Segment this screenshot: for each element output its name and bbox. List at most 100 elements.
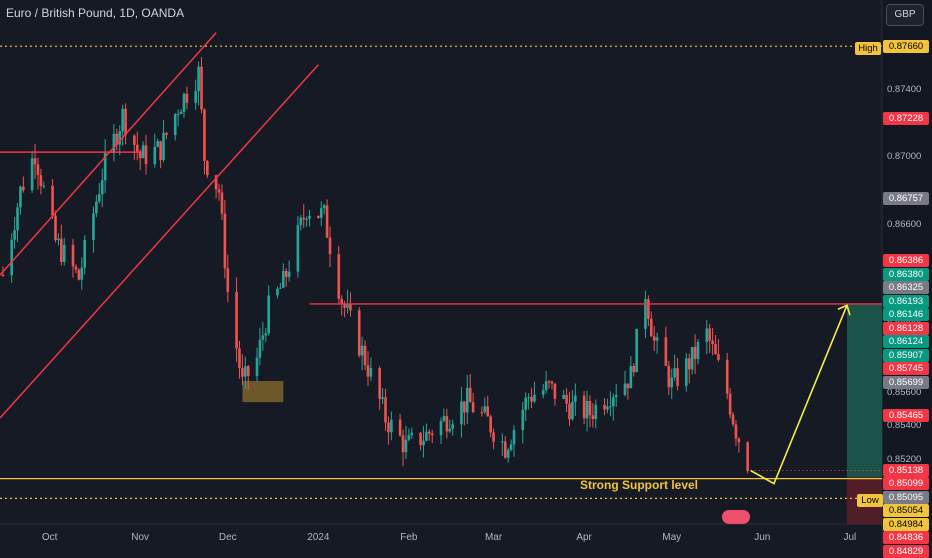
candle-body	[162, 132, 165, 161]
candle-body	[652, 336, 656, 341]
candle-body	[687, 358, 691, 370]
candle-body	[366, 365, 370, 377]
candle-body	[302, 217, 306, 220]
candle-body	[77, 269, 81, 280]
candle-body	[115, 133, 119, 145]
candle-body	[553, 383, 557, 399]
candle-body	[673, 368, 676, 378]
candle-body	[226, 268, 230, 292]
candle-body	[521, 409, 525, 431]
price-label: 0.85138	[883, 463, 929, 477]
candle-body	[746, 442, 749, 472]
high-tag: High	[855, 42, 881, 55]
candle-body	[465, 387, 469, 413]
candle-body	[74, 266, 78, 270]
candle-body	[235, 291, 238, 349]
candle-body	[664, 337, 668, 366]
candle-body	[644, 299, 647, 329]
trendline	[0, 32, 217, 276]
candle-body	[276, 288, 279, 296]
price-tick: 0.85400	[887, 420, 922, 432]
time-tick: Jun	[754, 532, 771, 543]
candle-body	[483, 406, 487, 413]
candle-body	[241, 368, 244, 377]
candle-body	[445, 416, 449, 432]
candle-body	[614, 394, 618, 398]
candle-body	[97, 194, 101, 202]
candle-body	[419, 432, 422, 446]
candle-body	[533, 394, 536, 402]
candle-body	[156, 141, 160, 147]
candle-body	[606, 406, 609, 410]
candle-body	[340, 298, 344, 305]
candle-body	[685, 358, 688, 386]
candle-body	[261, 335, 265, 340]
candle-body	[144, 145, 148, 165]
candle-body	[138, 151, 142, 159]
candle-body	[708, 328, 711, 341]
candle-body	[626, 383, 630, 389]
candle-body	[670, 377, 674, 388]
price-label: 0.86757	[883, 191, 929, 205]
candle-body	[36, 164, 40, 176]
candle-body	[95, 201, 98, 214]
candle-body	[100, 180, 104, 195]
price-label: 0.85054	[883, 504, 929, 518]
candle-body	[42, 185, 46, 187]
candle-body	[284, 271, 288, 277]
time-tick: Jul	[843, 532, 857, 543]
candle-body	[264, 333, 268, 336]
candle-body	[299, 217, 303, 226]
candle-body	[725, 359, 729, 394]
candle-body	[296, 225, 300, 272]
candle-body	[568, 403, 571, 420]
candle-body	[57, 238, 60, 241]
candle-body	[179, 111, 183, 115]
candle-body	[591, 415, 595, 419]
currency-button[interactable]: GBP	[886, 4, 924, 26]
candle-body	[714, 343, 717, 355]
candle-body	[676, 368, 679, 386]
time-tick: Mar	[484, 532, 503, 543]
candle-body	[328, 237, 332, 255]
candle-body	[667, 365, 671, 388]
candle-body	[308, 215, 311, 219]
candle-body	[200, 66, 203, 110]
candle-body	[401, 435, 405, 453]
candle-body	[693, 347, 697, 360]
candle-body	[588, 401, 592, 416]
candle-body	[54, 215, 57, 241]
candle-body	[173, 114, 177, 135]
time-tick: Nov	[131, 532, 150, 543]
candle-body	[489, 416, 492, 433]
candle-body	[346, 304, 349, 308]
price-tick: 0.85600	[887, 386, 922, 398]
candle-body	[390, 419, 393, 433]
candle-body	[194, 91, 197, 103]
candle-body	[530, 397, 533, 402]
projection-arrow	[750, 304, 848, 485]
candle-body	[451, 424, 454, 429]
candle-body	[71, 244, 75, 267]
candle-body	[381, 397, 384, 399]
candle-body	[696, 342, 700, 360]
candle-body	[10, 239, 13, 276]
candle-body	[92, 213, 95, 241]
candle-body	[410, 432, 414, 436]
plot-background	[0, 0, 882, 550]
price-label: 0.85465	[883, 408, 929, 422]
time-tick: 2024	[307, 532, 330, 543]
candle-body	[734, 424, 738, 439]
price-label: 0.86380	[883, 267, 929, 281]
candle-body	[585, 401, 589, 419]
flag-icon[interactable]	[722, 510, 750, 524]
candle-body	[717, 354, 720, 360]
candle-body	[428, 431, 431, 434]
arrow-head-icon	[837, 304, 851, 316]
candle-body	[430, 433, 434, 436]
candle-body	[281, 271, 285, 288]
candle-body	[337, 254, 341, 299]
candle-body	[363, 345, 367, 366]
candle-body	[203, 109, 206, 162]
